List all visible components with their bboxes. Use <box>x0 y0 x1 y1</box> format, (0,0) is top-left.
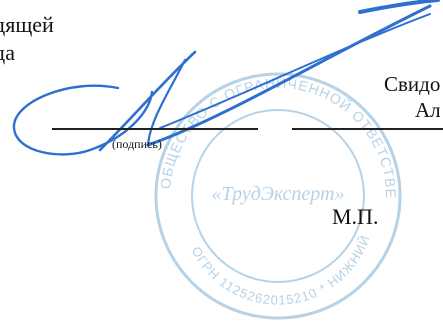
left-text-line2: да <box>0 40 15 65</box>
stamp-center-text: «ТрудЭксперт» <box>212 183 345 205</box>
handwritten-signature <box>12 0 440 156</box>
company-stamp: ОБЩЕСТВО С ОГРАНИЧЕННОЙ ОТВЕТСТВЕННОСТЬЮ… <box>0 0 402 320</box>
stamp-inner-ring <box>191 109 365 283</box>
signature-line <box>52 128 258 130</box>
seal-placeholder: М.П. <box>332 204 379 229</box>
name-line <box>292 128 443 130</box>
stamp-outer-ring <box>154 72 402 320</box>
left-text-line1: дящей <box>0 12 54 37</box>
right-text-line1: Свидо <box>384 72 441 96</box>
right-text-line2: Ал <box>415 98 441 122</box>
stamp-ring-text: ОБЩЕСТВО С ОГРАНИЧЕННОЙ ОТВЕТСТВЕННОСТЬЮ… <box>0 0 398 199</box>
signature-caption: (подпись) <box>112 137 162 151</box>
